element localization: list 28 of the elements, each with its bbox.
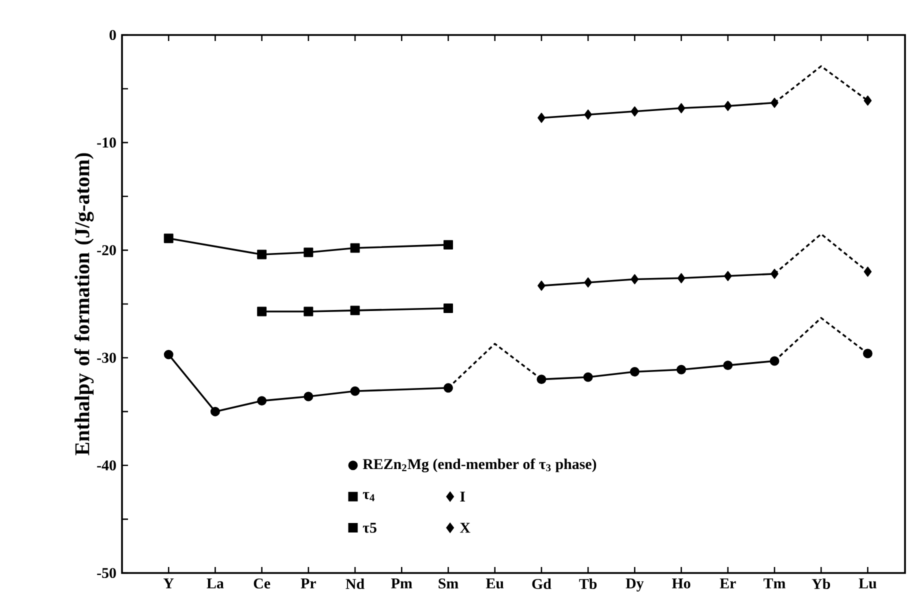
- x-tick-label: Eu: [486, 578, 504, 588]
- x-tick-label: Ho: [672, 578, 690, 588]
- y-tick-label: -10: [97, 138, 116, 148]
- x-tick-label: Gd: [532, 578, 552, 590]
- x-tick-label: Pr: [300, 578, 316, 588]
- x-tick-label: Yb: [812, 578, 830, 590]
- x-tick-label: Er: [720, 578, 736, 588]
- x-tick-label: Lu: [858, 578, 876, 588]
- y-tick-label: -30: [97, 352, 116, 363]
- x-tick-label: Y: [163, 578, 174, 588]
- legend-label: I: [460, 492, 465, 502]
- legend-label: τ5: [362, 522, 376, 533]
- legend-label: REZn$_{2}$Mg (end-member of τ$_{3}$ phase): [362, 458, 596, 472]
- y-axis-title: Enthalpy of formation (J/g-atom): [74, 153, 94, 456]
- x-tick-label: La: [206, 578, 224, 588]
- legend-label: τ$_{4}$: [362, 492, 375, 502]
- x-tick-label: Nd: [346, 578, 364, 590]
- y-tick-label: -50: [97, 568, 116, 578]
- y-tick-label: 0: [110, 30, 116, 40]
- y-tick-label: -20: [97, 245, 116, 256]
- x-tick-label: Tm: [764, 578, 786, 588]
- legend-label: X: [460, 522, 470, 533]
- x-tick-label: Ce: [254, 578, 270, 589]
- x-tick-label: Dy: [626, 578, 644, 592]
- x-tick-label: Tb: [579, 578, 597, 590]
- x-tick-label: Pm: [391, 578, 412, 588]
- y-tick-label: -40: [97, 460, 116, 470]
- x-tick-label: Sm: [438, 578, 458, 589]
